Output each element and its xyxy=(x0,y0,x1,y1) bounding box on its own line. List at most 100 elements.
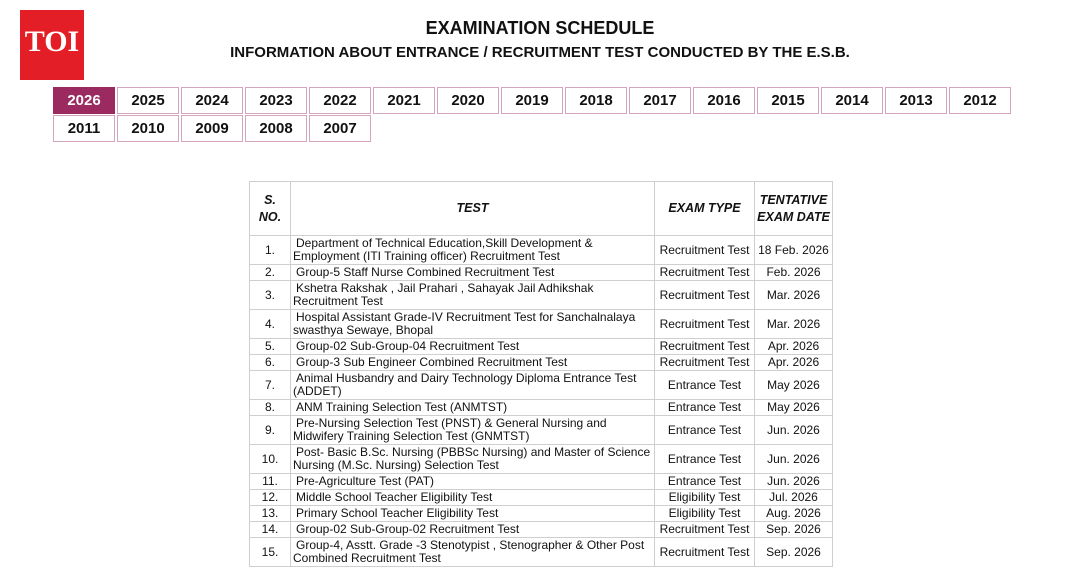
table-cell: Recruitment Test xyxy=(654,280,755,310)
table-cell: Feb. 2026 xyxy=(754,264,833,281)
year-tab[interactable]: 2011 xyxy=(53,115,115,142)
table-cell: Entrance Test xyxy=(654,370,755,400)
table-cell: Entrance Test xyxy=(654,444,755,474)
table-cell: Eligibility Test xyxy=(654,505,755,522)
year-tab[interactable]: 2019 xyxy=(501,87,563,114)
year-tab[interactable]: 2010 xyxy=(117,115,179,142)
table-cell: Hospital Assistant Grade-IV Recruitment … xyxy=(290,309,655,339)
year-tab[interactable]: 2013 xyxy=(885,87,947,114)
year-tab[interactable]: 2009 xyxy=(181,115,243,142)
table-cell: Group-4, Asstt. Grade -3 Stenotypist , S… xyxy=(290,537,655,567)
table-cell: 7. xyxy=(249,370,291,400)
year-tab[interactable]: 2022 xyxy=(309,87,371,114)
column-header: EXAM TYPE xyxy=(654,181,755,236)
table-cell: 8. xyxy=(249,399,291,416)
table-row: 12. Middle School Teacher Eligibility Tes… xyxy=(249,489,833,506)
table-cell: Group-02 Sub-Group-02 Recruitment Test xyxy=(290,521,655,538)
table-cell: 1. xyxy=(249,235,291,265)
table-cell: May 2026 xyxy=(754,399,833,416)
table-cell: Mar. 2026 xyxy=(754,309,833,339)
year-tab[interactable]: 2025 xyxy=(117,87,179,114)
table-cell: 6. xyxy=(249,354,291,371)
year-tab[interactable]: 2007 xyxy=(309,115,371,142)
table-body: 1. Department of Technical Education,Skil… xyxy=(249,235,833,567)
table-cell: Entrance Test xyxy=(654,473,755,490)
table-row: 8. ANM Training Selection Test (ANMTST) En… xyxy=(249,399,833,416)
table-cell: Jun. 2026 xyxy=(754,444,833,474)
table-cell: Department of Technical Education,Skill … xyxy=(290,235,655,265)
year-tab[interactable]: 2021 xyxy=(373,87,435,114)
column-header: TENTATIVE EXAM DATE xyxy=(754,181,833,236)
table-cell: Entrance Test xyxy=(654,399,755,416)
table-cell: May 2026 xyxy=(754,370,833,400)
year-tab[interactable]: 2016 xyxy=(693,87,755,114)
table-row: 15. Group-4, Asstt. Grade -3 Stenotypist … xyxy=(249,537,833,567)
table-cell: Mar. 2026 xyxy=(754,280,833,310)
table-cell: Group-02 Sub-Group-04 Recruitment Test xyxy=(290,338,655,355)
table-row: 2. Group-5 Staff Nurse Combined Recruitme… xyxy=(249,264,833,281)
year-tab[interactable]: 2014 xyxy=(821,87,883,114)
year-tab[interactable]: 2024 xyxy=(181,87,243,114)
table-row: 5. Group-02 Sub-Group-04 Recruitment Test… xyxy=(249,338,833,355)
table-cell: 4. xyxy=(249,309,291,339)
year-tab[interactable]: 2008 xyxy=(245,115,307,142)
table-row: 14. Group-02 Sub-Group-02 Recruitment Tes… xyxy=(249,521,833,538)
table-cell: Sep. 2026 xyxy=(754,521,833,538)
year-tab[interactable]: 2015 xyxy=(757,87,819,114)
table-cell: Sep. 2026 xyxy=(754,537,833,567)
table-row: 3. Kshetra Rakshak , Jail Prahari , Sahay… xyxy=(249,280,833,310)
table-cell: Pre-Nursing Selection Test (PNST) & Gene… xyxy=(290,415,655,445)
table-cell: Recruitment Test xyxy=(654,235,755,265)
table-cell: 18 Feb. 2026 xyxy=(754,235,833,265)
table-cell: Aug. 2026 xyxy=(754,505,833,522)
page-title: EXAMINATION SCHEDULE xyxy=(425,18,655,38)
table-cell: Group-5 Staff Nurse Combined Recruitment… xyxy=(290,264,655,281)
table-row: 9. Pre-Nursing Selection Test (PNST) & Ge… xyxy=(249,415,833,445)
year-tab[interactable]: 2012 xyxy=(949,87,1011,114)
table-cell: Pre-Agriculture Test (PAT) xyxy=(290,473,655,490)
column-header: S. NO. xyxy=(249,181,291,236)
table-cell: 9. xyxy=(249,415,291,445)
table-cell: ANM Training Selection Test (ANMTST) xyxy=(290,399,655,416)
table-cell: 10. xyxy=(249,444,291,474)
table-cell: Recruitment Test xyxy=(654,264,755,281)
table-cell: Animal Husbandry and Dairy Technology Di… xyxy=(290,370,655,400)
year-tab[interactable]: 2017 xyxy=(629,87,691,114)
table-cell: Recruitment Test xyxy=(654,537,755,567)
table-cell: Entrance Test xyxy=(654,415,755,445)
year-tab[interactable]: 2018 xyxy=(565,87,627,114)
year-tab[interactable]: 2023 xyxy=(245,87,307,114)
year-tabs: 2026 2025 2024 2023 2022 2021 2020 2019 2018 2017… xyxy=(53,87,1013,142)
table-row: 13. Primary School Teacher Eligibility Te… xyxy=(249,505,833,522)
table-row: 7. Animal Husbandry and Dairy Technology … xyxy=(249,370,833,400)
column-header: TEST xyxy=(290,181,655,236)
table-cell: 11. xyxy=(249,473,291,490)
table-cell: Apr. 2026 xyxy=(754,338,833,355)
table-row: 6. Group-3 Sub Engineer Combined Recruitm… xyxy=(249,354,833,371)
table-cell: Recruitment Test xyxy=(654,521,755,538)
year-tab[interactable]: 2026 xyxy=(53,87,115,114)
table-row: 10. Post- Basic B.Sc. Nursing (PBBSc Nurs… xyxy=(249,444,833,474)
table-cell: Recruitment Test xyxy=(654,309,755,339)
table-cell: Apr. 2026 xyxy=(754,354,833,371)
table-cell: Recruitment Test xyxy=(654,338,755,355)
logo[interactable]: TOI xyxy=(20,10,84,80)
header-row: S. NO. TEST EXAM TYPE TENTATIVE EXAM DATE xyxy=(249,181,833,236)
table-row: 1. Department of Technical Education,Skil… xyxy=(249,235,833,265)
table-row: 11. Pre-Agriculture Test (PAT) Entrance Te… xyxy=(249,473,833,490)
table-cell: Group-3 Sub Engineer Combined Recruitmen… xyxy=(290,354,655,371)
table-cell: Post- Basic B.Sc. Nursing (PBBSc Nursing… xyxy=(290,444,655,474)
table-cell: 3. xyxy=(249,280,291,310)
table-cell: Jul. 2026 xyxy=(754,489,833,506)
table-cell: 14. xyxy=(249,521,291,538)
table-cell: Middle School Teacher Eligibility Test xyxy=(290,489,655,506)
page-subtitle: INFORMATION ABOUT ENTRANCE / RECRUITMENT… xyxy=(230,44,850,61)
year-tab[interactable]: 2020 xyxy=(437,87,499,114)
table-cell: Recruitment Test xyxy=(654,354,755,371)
table-cell: Primary School Teacher Eligibility Test xyxy=(290,505,655,522)
table-cell: 12. xyxy=(249,489,291,506)
table-cell: Eligibility Test xyxy=(654,489,755,506)
table-cell: Jun. 2026 xyxy=(754,415,833,445)
table-row: 4. Hospital Assistant Grade-IV Recruitmen… xyxy=(249,309,833,339)
